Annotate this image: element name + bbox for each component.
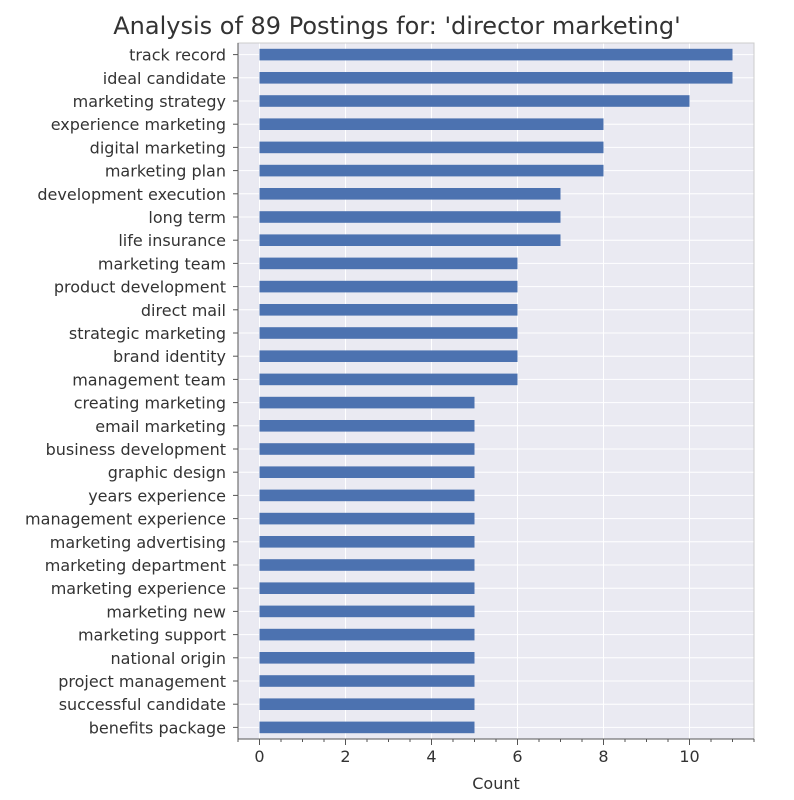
bar xyxy=(259,420,475,432)
bar xyxy=(259,350,518,362)
bar xyxy=(259,489,475,502)
category-label: ideal candidate xyxy=(103,69,226,88)
category-label: creating marketing xyxy=(74,394,226,413)
bar xyxy=(259,396,475,409)
bar xyxy=(259,164,604,177)
bar xyxy=(259,304,518,316)
bar xyxy=(259,141,604,154)
bar xyxy=(259,188,561,200)
bar xyxy=(259,95,690,107)
bar xyxy=(259,48,733,61)
category-label: email marketing xyxy=(95,417,226,436)
bar xyxy=(259,628,475,641)
x-tick-label: 2 xyxy=(340,747,350,766)
chart-title: Analysis of 89 Postings for: 'director m… xyxy=(113,12,680,40)
category-label: marketing support xyxy=(78,626,226,645)
category-label: marketing advertising xyxy=(50,533,226,552)
bar xyxy=(259,373,518,386)
bar xyxy=(259,582,475,594)
bar xyxy=(259,327,518,339)
category-label: successful candidate xyxy=(59,695,226,714)
category-label: graphic design xyxy=(108,463,226,482)
category-label: marketing plan xyxy=(105,162,226,181)
category-label: development execution xyxy=(37,185,226,204)
bar xyxy=(259,675,475,687)
category-label: experience marketing xyxy=(51,115,226,134)
bar xyxy=(259,234,561,246)
category-label: life insurance xyxy=(118,231,226,250)
bar xyxy=(259,280,518,293)
bar xyxy=(259,652,475,664)
category-label: brand identity xyxy=(113,347,226,366)
category-label: project management xyxy=(58,672,226,691)
bars xyxy=(259,48,733,734)
category-label: long term xyxy=(148,208,226,227)
x-tick-label: 4 xyxy=(426,747,436,766)
bar xyxy=(259,698,475,710)
category-label: management experience xyxy=(25,510,226,529)
bar xyxy=(259,536,475,548)
category-label: marketing department xyxy=(45,556,226,575)
category-label: marketing strategy xyxy=(73,92,226,111)
category-label: national origin xyxy=(111,649,226,668)
category-labels: track record ideal candidate marketing str… xyxy=(25,46,226,738)
category-label: marketing new xyxy=(106,602,226,621)
category-label: track record xyxy=(129,46,226,65)
category-label: management team xyxy=(72,370,226,389)
category-label: digital marketing xyxy=(90,138,226,157)
x-tick-label: 6 xyxy=(512,747,522,766)
bar xyxy=(259,466,475,478)
bar xyxy=(259,443,475,455)
category-label: years experience xyxy=(88,486,226,505)
plot-area xyxy=(238,43,754,739)
bar xyxy=(259,721,475,734)
bar xyxy=(259,211,561,223)
bar xyxy=(259,118,604,130)
bar xyxy=(259,605,475,618)
bar xyxy=(259,257,518,270)
bar xyxy=(259,559,475,571)
x-tick-label: 8 xyxy=(598,747,608,766)
x-tick-label: 0 xyxy=(254,747,264,766)
bar xyxy=(259,72,733,84)
category-label: direct mail xyxy=(141,301,226,320)
x-tick-label: 10 xyxy=(679,747,699,766)
category-label: business development xyxy=(46,440,226,459)
category-label: benefits package xyxy=(89,718,226,737)
category-label: product development xyxy=(54,278,226,297)
bar xyxy=(259,512,475,525)
category-label: marketing experience xyxy=(51,579,226,598)
category-label: strategic marketing xyxy=(69,324,226,343)
axes xyxy=(233,42,755,745)
x-axis-label: Count xyxy=(472,774,520,793)
x-tick-labels: 0 2 4 6 8 10 xyxy=(254,747,699,766)
category-label: marketing team xyxy=(98,254,226,273)
